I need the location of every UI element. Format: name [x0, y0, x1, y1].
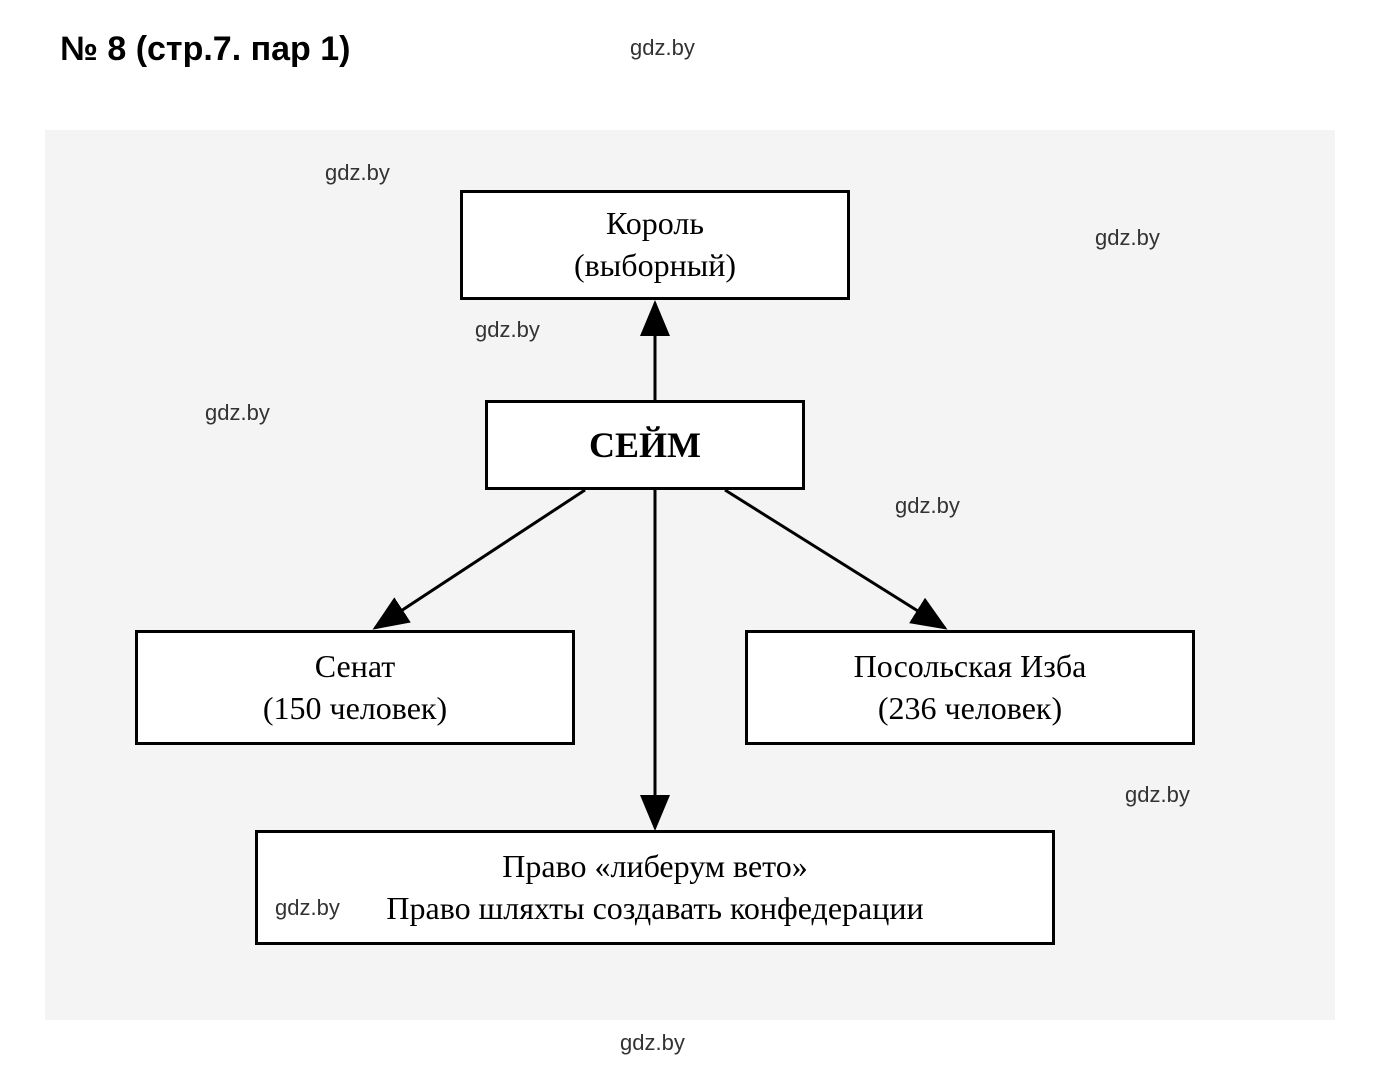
- node-king-line2: (выборный): [574, 245, 736, 287]
- node-king: Король (выборный): [460, 190, 850, 300]
- watermark: gdz.by: [1095, 225, 1160, 251]
- watermark: gdz.by: [275, 895, 340, 921]
- node-senate-line2: (150 человек): [263, 688, 447, 730]
- watermark: gdz.by: [475, 317, 540, 343]
- node-rights: Право «либерум вето» Право шляхты создав…: [255, 830, 1055, 945]
- edge-sejm-senate: [375, 490, 585, 628]
- node-rights-line1: Право «либерум вето»: [502, 846, 807, 888]
- node-sejm-line1: СЕЙМ: [589, 422, 701, 469]
- page-title: № 8 (стр.7. пар 1): [60, 30, 351, 69]
- watermark: gdz.by: [205, 400, 270, 426]
- watermark: gdz.by: [895, 493, 960, 519]
- node-izba: Посольская Изба (236 человек): [745, 630, 1195, 745]
- watermark: gdz.by: [620, 1030, 685, 1056]
- node-sejm: СЕЙМ: [485, 400, 805, 490]
- watermark: gdz.by: [1125, 782, 1190, 808]
- node-senate: Сенат (150 человек): [135, 630, 575, 745]
- watermark: gdz.by: [630, 35, 695, 61]
- node-izba-line1: Посольская Изба: [854, 646, 1087, 688]
- node-senate-line1: Сенат: [315, 646, 395, 688]
- node-izba-line2: (236 человек): [878, 688, 1062, 730]
- diagram-container: Король (выборный) СЕЙМ Сенат (150 челове…: [45, 130, 1335, 1020]
- node-king-line1: Король: [606, 203, 704, 245]
- watermark: gdz.by: [325, 160, 390, 186]
- node-rights-line2: Право шляхты создавать конфедерации: [386, 888, 923, 930]
